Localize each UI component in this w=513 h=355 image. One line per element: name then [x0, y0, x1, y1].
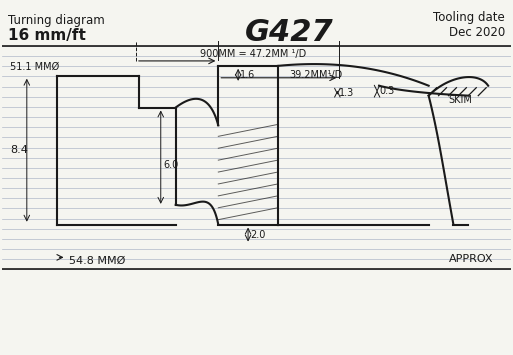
Text: 6.0: 6.0 [164, 160, 179, 170]
Text: 2.0: 2.0 [250, 230, 265, 240]
Text: G427: G427 [245, 18, 334, 47]
Text: 1.6: 1.6 [240, 70, 255, 80]
Text: 8.4: 8.4 [10, 145, 28, 155]
Text: Turning diagram: Turning diagram [8, 14, 105, 27]
Text: 1.3: 1.3 [339, 88, 354, 98]
Text: 0.3: 0.3 [379, 86, 394, 96]
Text: APPROX: APPROX [448, 254, 493, 264]
Text: 16 mm/ft: 16 mm/ft [8, 28, 86, 43]
Text: SKIM: SKIM [448, 95, 472, 105]
Text: Tooling date
Dec 2020: Tooling date Dec 2020 [433, 11, 505, 39]
Text: 54.8 MMØ: 54.8 MMØ [69, 255, 126, 265]
Text: 39.2MM¹/D: 39.2MM¹/D [290, 70, 343, 80]
Text: 900MM = 47.2MM ¹/D: 900MM = 47.2MM ¹/D [201, 49, 307, 59]
Text: 51.1 MMØ: 51.1 MMØ [10, 62, 59, 72]
